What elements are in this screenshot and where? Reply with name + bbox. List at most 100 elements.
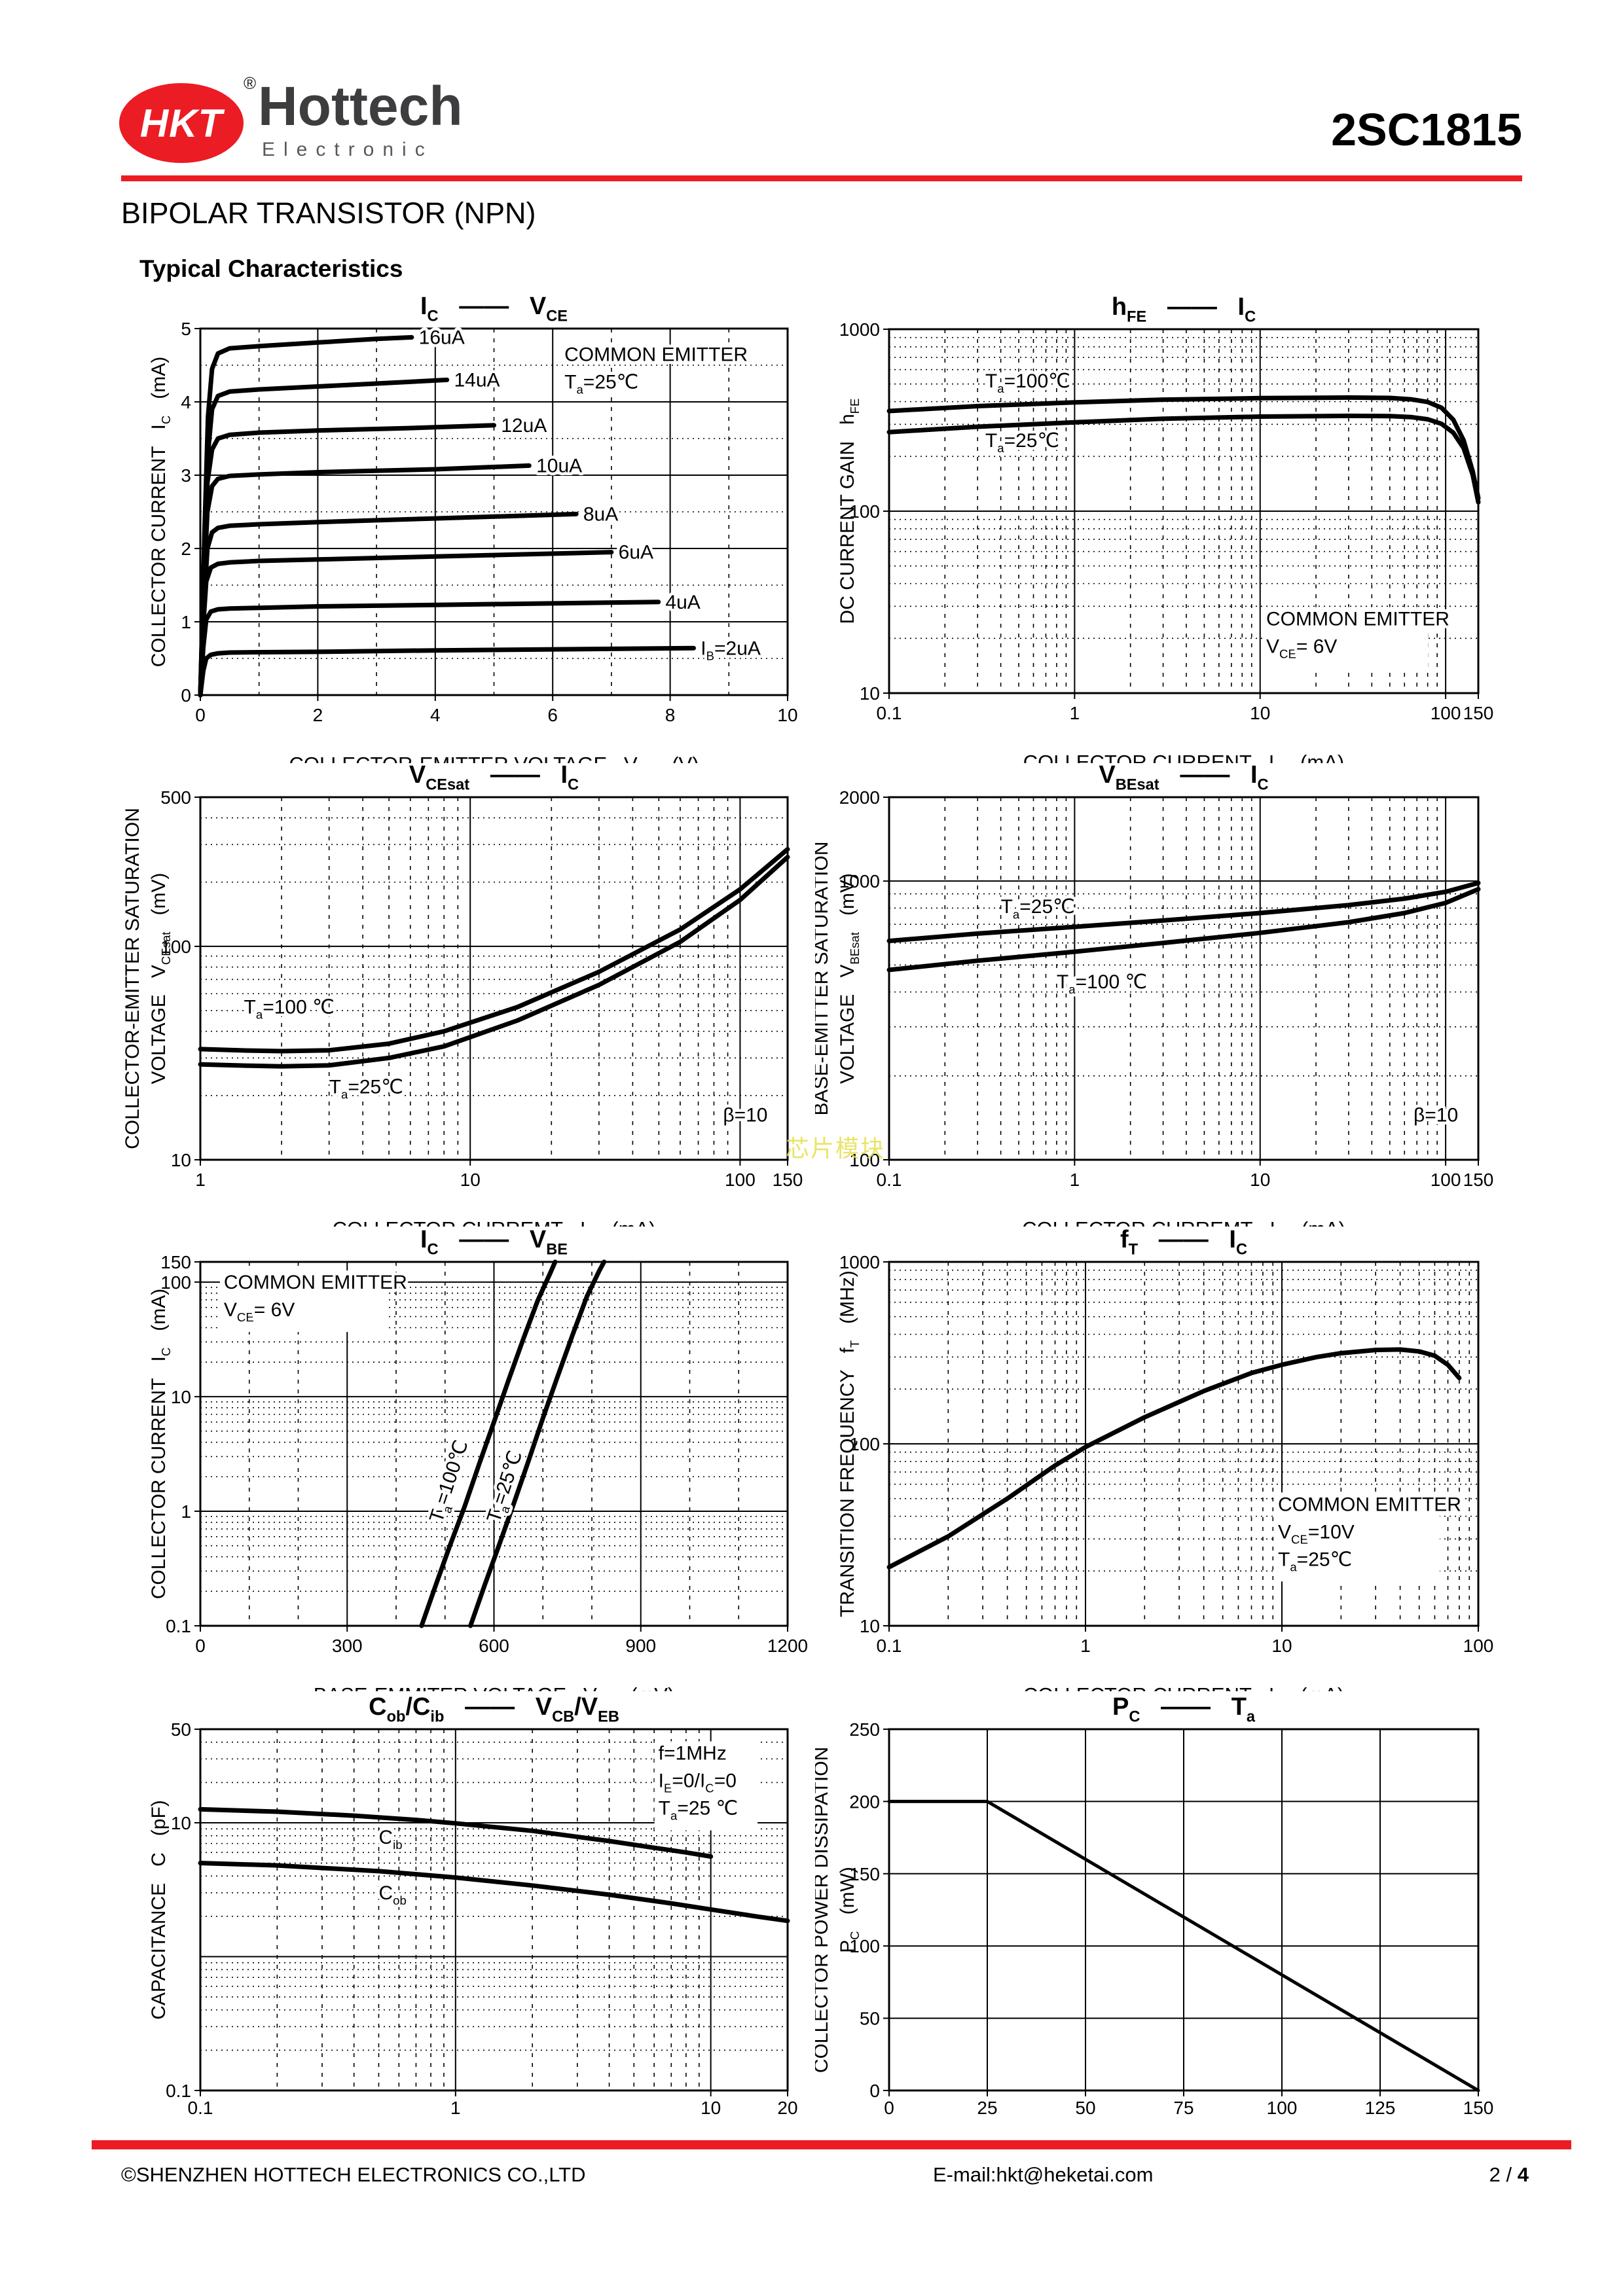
svg-text:0: 0 (869, 2081, 880, 2101)
svg-text:250: 250 (849, 1719, 880, 1740)
svg-text:Cob: Cob (378, 1882, 406, 1907)
svg-text:2: 2 (313, 705, 323, 725)
svg-text:10: 10 (460, 1170, 481, 1190)
svg-text:β=10: β=10 (723, 1104, 767, 1126)
svg-text:VOLTAGE VBEsat (mV): VOLTAGE VBEsat (mV) (837, 873, 862, 1084)
svg-text:150: 150 (1463, 2098, 1494, 2118)
svg-text:16uA: 16uA (419, 327, 465, 348)
svg-text:TRANSITION FREQUENCY fT (M: TRANSITION FREQUENCY fT (MHz) (837, 1270, 862, 1617)
svg-text:150: 150 (160, 1252, 191, 1272)
svg-text:125: 125 (1365, 2098, 1396, 2118)
svg-text:0.1: 0.1 (877, 703, 902, 723)
svg-text:1: 1 (181, 612, 191, 632)
svg-text:1200: 1200 (767, 1636, 808, 1656)
svg-text:Ta=25℃: Ta=25℃ (985, 430, 1059, 455)
svg-text:CAPACITANCE C (pF): CAPACITANCE C (pF) (148, 1800, 170, 2020)
svg-text:COLLECTOR CURRENT IC (mA): COLLECTOR CURRENT IC (mA) (148, 1289, 173, 1600)
footer-rule (92, 2140, 1571, 2149)
svg-text:100: 100 (160, 1272, 191, 1293)
svg-text:Ta=100 ℃: Ta=100 ℃ (1057, 971, 1147, 996)
registered-mark-icon: ® (244, 73, 257, 93)
svg-text:300: 300 (332, 1636, 363, 1656)
svg-text:0.1: 0.1 (166, 1616, 191, 1636)
svg-text:VBEsat —— IC: VBEsat —— IC (1099, 761, 1268, 793)
brand-subtitle: Electronic (262, 139, 433, 160)
svg-text:COLLECTOR POWER DISSIPATION: COLLECTOR POWER DISSIPATION (815, 1747, 832, 2073)
footer-email: E-mail:hkt@heketai.com (933, 2163, 1154, 2186)
brand-logo: HKT (119, 83, 244, 163)
svg-text:1: 1 (1070, 1170, 1080, 1190)
svg-text:Ta=25℃: Ta=25℃ (483, 1448, 530, 1526)
page-total: 4 (1517, 2163, 1529, 2186)
svg-text:1: 1 (450, 2098, 461, 2118)
svg-text:Cib: Cib (378, 1827, 402, 1852)
svg-text:10: 10 (860, 1616, 880, 1636)
svg-text:IC —— VBE: IC —— VBE (420, 1226, 568, 1258)
svg-text:100: 100 (849, 501, 880, 522)
svg-text:VCE= 6V: VCE= 6V (1266, 636, 1337, 661)
svg-text:25: 25 (977, 2098, 997, 2118)
svg-text:200: 200 (849, 1791, 880, 1812)
svg-text:100: 100 (849, 1936, 880, 1956)
svg-text:COLLECTOR CURRENT IC (mA): COLLECTOR CURRENT IC (mA) (148, 357, 173, 668)
svg-text:150: 150 (1463, 1170, 1494, 1190)
svg-text:0: 0 (195, 1636, 206, 1656)
svg-text:12uA: 12uA (501, 415, 547, 437)
header-rule (121, 175, 1522, 181)
svg-text:Ta=25 ℃: Ta=25 ℃ (659, 1798, 739, 1823)
svg-text:10: 10 (860, 683, 880, 704)
brand-logo-text: HKT (139, 101, 223, 145)
svg-text:150: 150 (773, 1170, 803, 1190)
svg-text:PC —— Ta: PC —— Ta (1112, 1693, 1256, 1725)
watermark: 芯片模块 (786, 1135, 886, 1162)
svg-text:2: 2 (181, 539, 191, 559)
svg-text:10: 10 (171, 1387, 191, 1407)
svg-text:100: 100 (1431, 703, 1461, 723)
svg-text:VCEsat —— IC: VCEsat —— IC (409, 761, 579, 793)
svg-text:1: 1 (181, 1501, 191, 1522)
svg-text:10: 10 (701, 2098, 721, 2118)
svg-text:0.1: 0.1 (877, 1636, 902, 1656)
svg-text:Ta=25℃: Ta=25℃ (564, 372, 638, 397)
svg-text:14uA: 14uA (454, 369, 500, 391)
svg-text:Ta=25℃: Ta=25℃ (1001, 896, 1075, 921)
brand-name: Hottech (258, 75, 463, 137)
svg-text:100: 100 (725, 1170, 756, 1190)
svg-text:COMMON EMITTER: COMMON EMITTER (224, 1272, 407, 1293)
svg-text:100: 100 (849, 1150, 880, 1170)
svg-text:0.1: 0.1 (166, 2081, 191, 2101)
svg-text:4: 4 (181, 392, 191, 412)
svg-text:COMMON EMITTER: COMMON EMITTER (564, 344, 748, 366)
svg-text:10: 10 (777, 705, 797, 725)
svg-text:75: 75 (1173, 2098, 1194, 2118)
svg-text:2000: 2000 (839, 787, 880, 808)
svg-text:3: 3 (181, 465, 191, 486)
svg-text:20: 20 (777, 2098, 797, 2118)
svg-text:Ta=100℃: Ta=100℃ (985, 370, 1070, 395)
svg-text:Ta=25℃: Ta=25℃ (329, 1076, 403, 1101)
footer-company: ©SHENZHEN HOTTECH ELECTRONICS CO.,LTD (121, 2163, 586, 2186)
svg-text:150: 150 (849, 1864, 880, 1884)
svg-text:6: 6 (547, 705, 558, 725)
section-title: Typical Characteristics (139, 255, 403, 282)
svg-text:hFE —— IC: hFE —— IC (1112, 293, 1256, 325)
svg-text:100: 100 (1431, 1170, 1461, 1190)
svg-text:900: 900 (625, 1636, 656, 1656)
chart-hfe-ic: 0.1 1 10 100 150 10 100 1000 hFE —— IC COLLECTOR … (815, 288, 1569, 778)
part-number: 2SC1815 (1331, 104, 1522, 155)
svg-text:IB=2uA: IB=2uA (701, 637, 761, 662)
svg-text:1000: 1000 (839, 1252, 880, 1272)
svg-text:f=1MHz: f=1MHz (659, 1743, 727, 1765)
svg-text:0: 0 (181, 685, 191, 706)
svg-text:100: 100 (849, 1434, 880, 1454)
svg-text:150: 150 (1463, 703, 1494, 723)
svg-text:0: 0 (884, 2098, 894, 2118)
page-current: 2 / (1489, 2163, 1518, 2186)
svg-text:100: 100 (1463, 1636, 1494, 1656)
svg-text:DC CURRENT GAIN hFE: DC CURRENT GAIN hFE (837, 399, 862, 624)
svg-text:4: 4 (430, 705, 441, 725)
